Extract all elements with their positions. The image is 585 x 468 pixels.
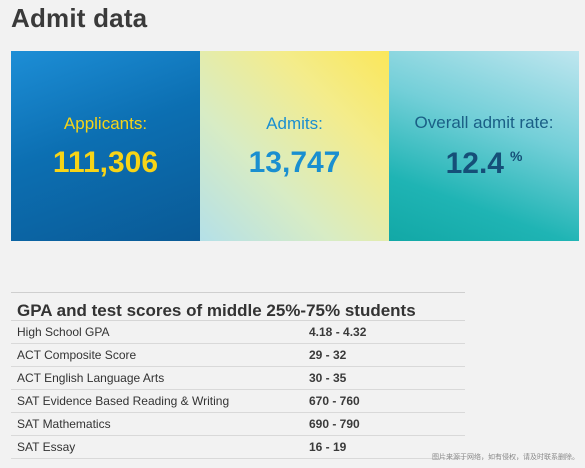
table-row: SAT Essay 16 - 19	[11, 435, 465, 459]
page-title: Admit data	[11, 3, 148, 33]
metric-range: 690 - 790	[309, 412, 465, 436]
admit-rate-unit: %	[509, 148, 523, 164]
table-row: High School GPA 4.18 - 4.32	[11, 321, 465, 344]
metric-range: 16 - 19	[309, 435, 465, 459]
metric-range: 30 - 35	[309, 366, 465, 390]
metric-label: ACT English Language Arts	[11, 366, 309, 390]
metric-range: 29 - 32	[309, 343, 465, 367]
scores-title: GPA and test scores of middle 25%-75% st…	[11, 293, 465, 321]
metric-range: 670 - 760	[309, 389, 465, 413]
scores-table: High School GPA 4.18 - 4.32 ACT Composit…	[11, 321, 465, 459]
metric-label: SAT Mathematics	[11, 412, 309, 436]
metric-label: SAT Evidence Based Reading & Writing	[11, 389, 309, 413]
metric-label: SAT Essay	[11, 435, 309, 459]
scores-section: GPA and test scores of middle 25%-75% st…	[11, 292, 465, 459]
stats-panel: Applicants: 111,306 Admits: 13,747 Overa…	[11, 51, 579, 241]
applicants-card: Applicants: 111,306	[11, 51, 200, 241]
admits-label: Admits:	[266, 114, 323, 133]
metric-label: High School GPA	[11, 321, 309, 344]
watermark-text: 图片来源于网络，如有侵权，请及时联系删除。	[432, 454, 579, 461]
applicants-label: Applicants:	[63, 114, 148, 133]
table-row: SAT Mathematics 690 - 790	[11, 412, 465, 436]
admits-value: 13,747	[248, 146, 341, 179]
metric-label: ACT Composite Score	[11, 343, 309, 367]
admit-rate-label: Overall admit rate:	[414, 113, 554, 132]
admit-rate-card: Overall admit rate: 12.4%	[389, 51, 579, 241]
metric-range: 4.18 - 4.32	[309, 321, 465, 344]
table-row: SAT Evidence Based Reading & Writing 670…	[11, 389, 465, 413]
table-row: ACT English Language Arts 30 - 35	[11, 366, 465, 390]
table-row: ACT Composite Score 29 - 32	[11, 343, 465, 367]
applicants-value: 111,306	[52, 146, 159, 179]
admit-rate-value-wrap: 12.4%	[446, 147, 523, 181]
admits-card: Admits: 13,747	[200, 51, 389, 241]
admit-rate-value: 12.4	[445, 147, 504, 180]
